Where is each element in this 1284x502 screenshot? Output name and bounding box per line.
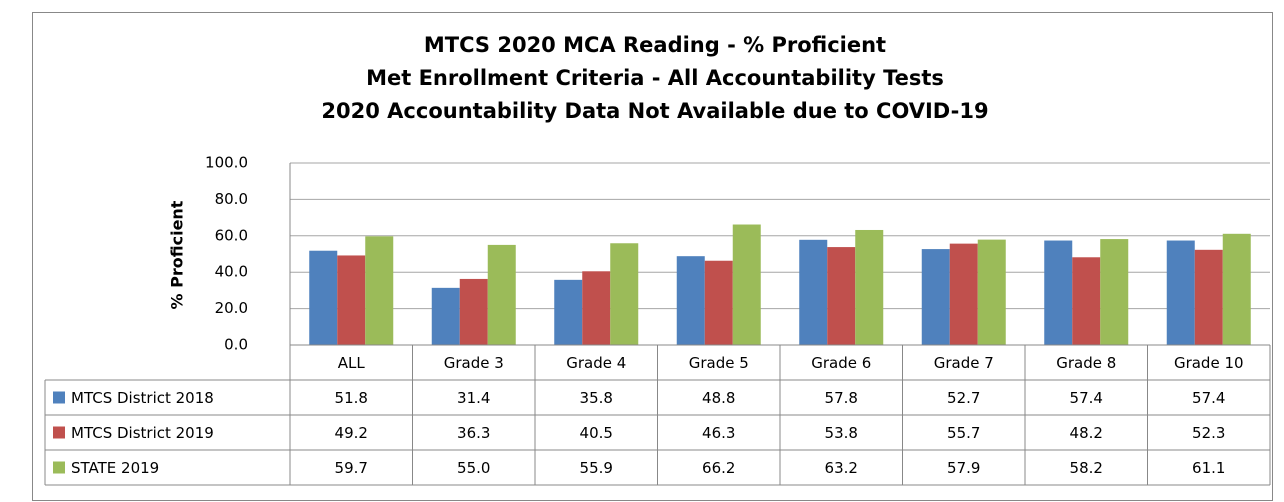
table-value: 63.2 [825,459,858,477]
bar [732,224,761,345]
bar [977,239,1006,345]
legend-swatch [53,461,65,474]
x-tick-label: Grade 3 [444,354,504,372]
table-value: 35.8 [580,389,613,407]
bar [365,236,394,345]
x-tick-label: ALL [338,354,366,372]
table-value: 57.8 [825,389,858,407]
table-value: 52.3 [1192,424,1225,442]
table-value: 59.7 [335,459,368,477]
y-tick-label: 40.0 [215,263,248,281]
bar [676,256,705,345]
y-axis-label: % Proficient [168,200,187,309]
legend-label: MTCS District 2018 [71,389,214,407]
bar [827,247,856,345]
table-value: 66.2 [702,459,735,477]
y-tick-label: 80.0 [215,190,248,208]
table-value: 40.5 [580,424,613,442]
bar [1194,249,1223,345]
bar [431,287,460,345]
x-tick-label: Grade 5 [689,354,749,372]
table-value: 57.4 [1192,389,1225,407]
bar [1222,233,1251,345]
bar [610,243,639,345]
table-value: 55.7 [947,424,980,442]
chart-title: MTCS 2020 MCA Reading - % Proficient [424,33,886,57]
bar [799,239,828,345]
table-value: 31.4 [457,389,490,407]
bar [1044,240,1073,345]
bar [309,250,338,345]
bar [1072,257,1101,345]
x-tick-label: Grade 4 [566,354,626,372]
y-tick-label: 0.0 [224,336,248,354]
bar [855,229,884,345]
chart-subtitle: Met Enrollment Criteria - All Accountabi… [366,66,944,90]
bar [582,271,611,345]
legend-swatch [53,391,65,404]
bar [949,243,978,345]
x-tick-label: Grade 6 [811,354,871,372]
bar [1166,240,1195,345]
bar [921,249,950,345]
chart-subtitle: 2020 Accountability Data Not Available d… [321,99,988,123]
table-value: 57.4 [1070,389,1103,407]
x-tick-label: Grade 10 [1174,354,1244,372]
table-value: 58.2 [1070,459,1103,477]
y-tick-label: 60.0 [215,226,248,244]
bar [1100,239,1129,345]
table-value: 49.2 [335,424,368,442]
y-tick-label: 20.0 [215,299,248,317]
table-value: 46.3 [702,424,735,442]
bar [459,278,488,345]
y-tick-label: 100.0 [205,154,248,172]
x-tick-label: Grade 8 [1056,354,1116,372]
bar [487,244,516,345]
x-tick-label: Grade 7 [934,354,994,372]
bar [704,260,733,345]
legend-label: STATE 2019 [71,459,159,477]
table-value: 48.8 [702,389,735,407]
legend-swatch [53,426,65,439]
table-value: 52.7 [947,389,980,407]
bar [337,255,366,345]
table-value: 48.2 [1070,424,1103,442]
table-value: 51.8 [335,389,368,407]
table-value: 55.9 [580,459,613,477]
table-value: 57.9 [947,459,980,477]
legend-label: MTCS District 2019 [71,424,214,442]
table-value: 36.3 [457,424,490,442]
bar [554,279,583,345]
table-value: 53.8 [825,424,858,442]
table-value: 61.1 [1192,459,1225,477]
table-value: 55.0 [457,459,490,477]
